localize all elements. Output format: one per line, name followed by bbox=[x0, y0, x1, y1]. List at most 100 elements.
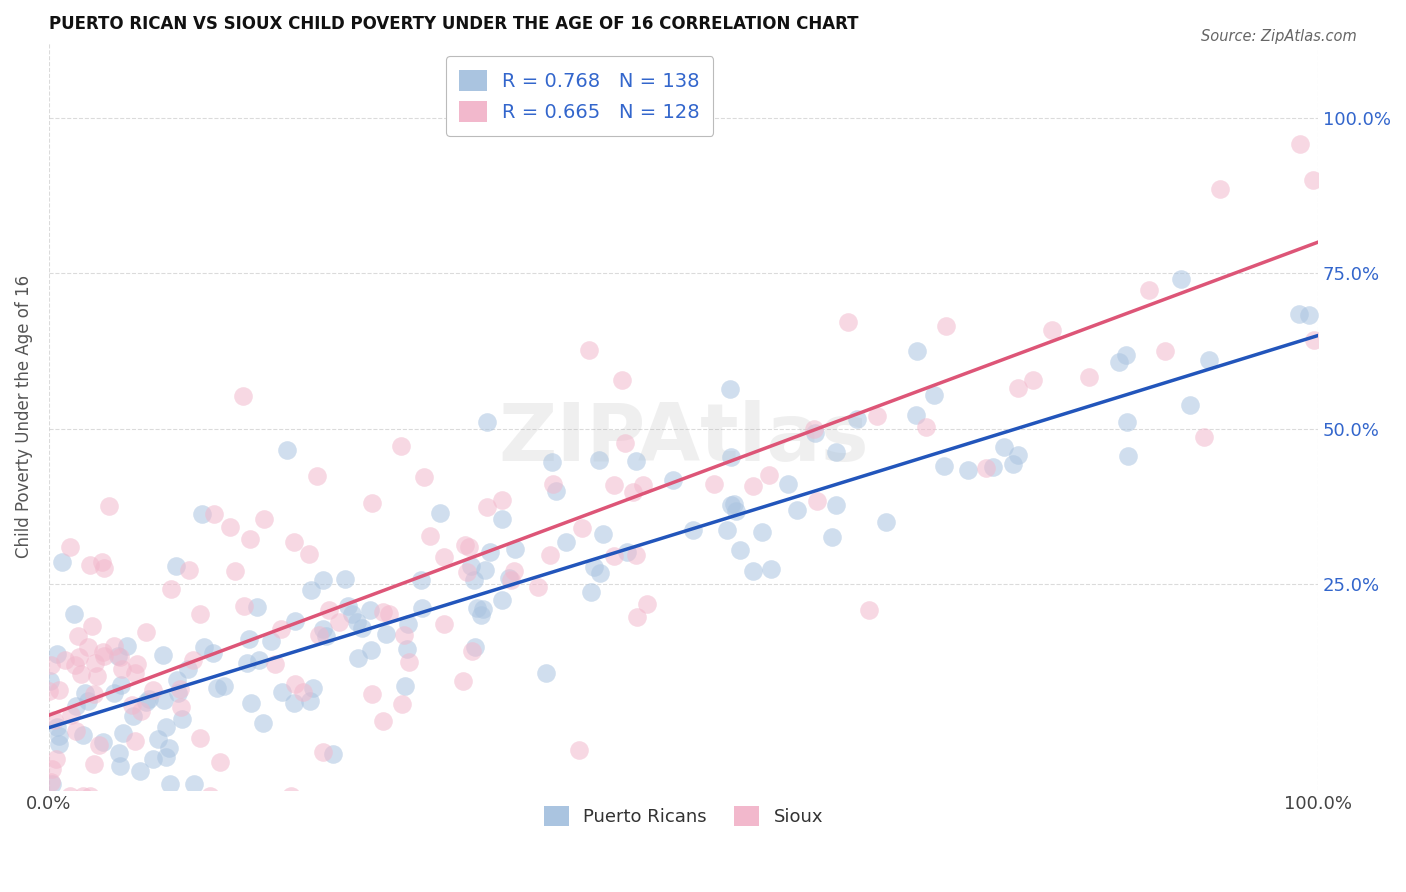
Point bbox=[48, 737, 70, 751]
Point bbox=[626, 610, 648, 624]
Point bbox=[111, 662, 134, 676]
Point bbox=[283, 535, 305, 549]
Point bbox=[342, 607, 364, 621]
Point bbox=[58, 789, 80, 804]
Point bbox=[312, 745, 335, 759]
Point bbox=[188, 731, 211, 745]
Point bbox=[456, 565, 478, 579]
Point bbox=[716, 523, 738, 537]
Point bbox=[48, 683, 70, 698]
Point bbox=[475, 415, 498, 429]
Point bbox=[373, 714, 395, 728]
Point bbox=[170, 700, 193, 714]
Point bbox=[662, 473, 685, 487]
Point bbox=[166, 673, 188, 687]
Point bbox=[155, 750, 177, 764]
Point bbox=[391, 697, 413, 711]
Point bbox=[389, 439, 412, 453]
Point bbox=[905, 344, 928, 359]
Point bbox=[361, 688, 384, 702]
Point bbox=[249, 653, 271, 667]
Point bbox=[616, 545, 638, 559]
Point bbox=[157, 741, 180, 756]
Point bbox=[127, 657, 149, 671]
Point bbox=[322, 747, 344, 762]
Point bbox=[463, 573, 485, 587]
Point bbox=[315, 629, 337, 643]
Point bbox=[474, 563, 496, 577]
Point bbox=[298, 547, 321, 561]
Point bbox=[392, 628, 415, 642]
Point bbox=[79, 558, 101, 572]
Point bbox=[1022, 373, 1045, 387]
Point bbox=[328, 615, 350, 630]
Point bbox=[135, 624, 157, 639]
Point bbox=[621, 485, 644, 500]
Point bbox=[352, 621, 374, 635]
Point bbox=[603, 549, 626, 564]
Point bbox=[786, 502, 808, 516]
Point bbox=[433, 549, 456, 564]
Point bbox=[825, 498, 848, 512]
Point bbox=[821, 531, 844, 545]
Point bbox=[67, 650, 90, 665]
Point bbox=[360, 495, 382, 509]
Point bbox=[359, 603, 381, 617]
Point bbox=[283, 696, 305, 710]
Point bbox=[1289, 136, 1312, 151]
Point bbox=[374, 626, 396, 640]
Point bbox=[983, 460, 1005, 475]
Point bbox=[1007, 382, 1029, 396]
Point bbox=[568, 743, 591, 757]
Point bbox=[718, 382, 741, 396]
Point bbox=[461, 644, 484, 658]
Point bbox=[845, 412, 868, 426]
Point bbox=[728, 542, 751, 557]
Point bbox=[183, 653, 205, 667]
Point bbox=[824, 444, 846, 458]
Point bbox=[39, 774, 62, 789]
Point bbox=[308, 628, 330, 642]
Point bbox=[152, 648, 174, 662]
Point bbox=[103, 686, 125, 700]
Point bbox=[1040, 322, 1063, 336]
Point bbox=[1288, 307, 1310, 321]
Point bbox=[111, 725, 134, 739]
Point bbox=[183, 777, 205, 791]
Point bbox=[260, 633, 283, 648]
Point bbox=[218, 520, 240, 534]
Point bbox=[193, 640, 215, 655]
Point bbox=[935, 319, 957, 334]
Point bbox=[837, 315, 859, 329]
Point bbox=[603, 477, 626, 491]
Point bbox=[470, 607, 492, 622]
Point bbox=[610, 373, 633, 387]
Point bbox=[934, 458, 956, 473]
Point bbox=[172, 712, 194, 726]
Point bbox=[472, 602, 495, 616]
Point bbox=[613, 435, 636, 450]
Point bbox=[232, 389, 254, 403]
Point bbox=[79, 789, 101, 804]
Point bbox=[75, 685, 97, 699]
Point bbox=[527, 580, 550, 594]
Point bbox=[592, 527, 614, 541]
Point bbox=[155, 720, 177, 734]
Point bbox=[305, 469, 328, 483]
Point bbox=[77, 640, 100, 654]
Point bbox=[538, 549, 561, 563]
Point bbox=[252, 715, 274, 730]
Point bbox=[1302, 172, 1324, 186]
Point bbox=[239, 532, 262, 546]
Point bbox=[776, 477, 799, 491]
Point bbox=[395, 641, 418, 656]
Point bbox=[128, 764, 150, 778]
Point bbox=[246, 599, 269, 614]
Point bbox=[905, 409, 928, 423]
Point bbox=[624, 454, 647, 468]
Point bbox=[270, 622, 292, 636]
Point bbox=[142, 752, 165, 766]
Point bbox=[583, 560, 606, 574]
Text: PUERTO RICAN VS SIOUX CHILD POVERTY UNDER THE AGE OF 16 CORRELATION CHART: PUERTO RICAN VS SIOUX CHILD POVERTY UNDE… bbox=[49, 15, 859, 33]
Point bbox=[135, 695, 157, 709]
